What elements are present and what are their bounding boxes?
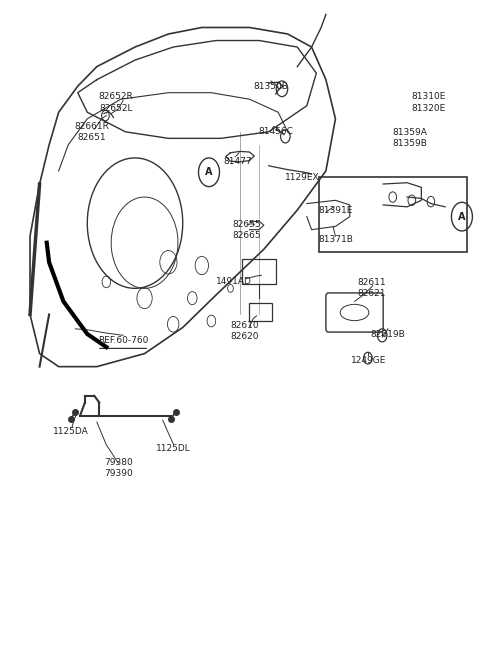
Text: 81456C: 81456C [258,127,293,136]
Text: 81350B: 81350B [253,82,288,90]
Text: 82611
82621: 82611 82621 [357,278,385,299]
Text: A: A [205,167,213,178]
Text: 1125DL: 1125DL [156,443,191,453]
Text: 82652R
82652L: 82652R 82652L [98,92,133,113]
Text: 82661R
82651: 82661R 82651 [74,122,109,142]
Text: 79380
79390: 79380 79390 [104,458,132,477]
Text: 81391E: 81391E [318,206,353,215]
Text: 81310E
81320E: 81310E 81320E [411,92,446,113]
Text: 1249GE: 1249GE [351,356,386,365]
Text: 81477: 81477 [223,157,252,166]
Bar [242,259,276,284]
Text: 82610
82620: 82610 82620 [230,321,259,341]
Bar [319,178,467,252]
Text: 82655
82665: 82655 82665 [233,219,262,240]
Text: 1129EX: 1129EX [285,173,319,182]
Text: REF.60-760: REF.60-760 [98,336,148,345]
Text: A: A [458,212,466,221]
Bar [249,303,273,321]
Text: 82619B: 82619B [371,329,405,339]
Text: 1491AD: 1491AD [216,277,252,286]
Text: 81359A
81359B: 81359A 81359B [392,128,427,149]
Text: 1125DA: 1125DA [53,427,88,436]
Text: 81371B: 81371B [318,235,353,244]
